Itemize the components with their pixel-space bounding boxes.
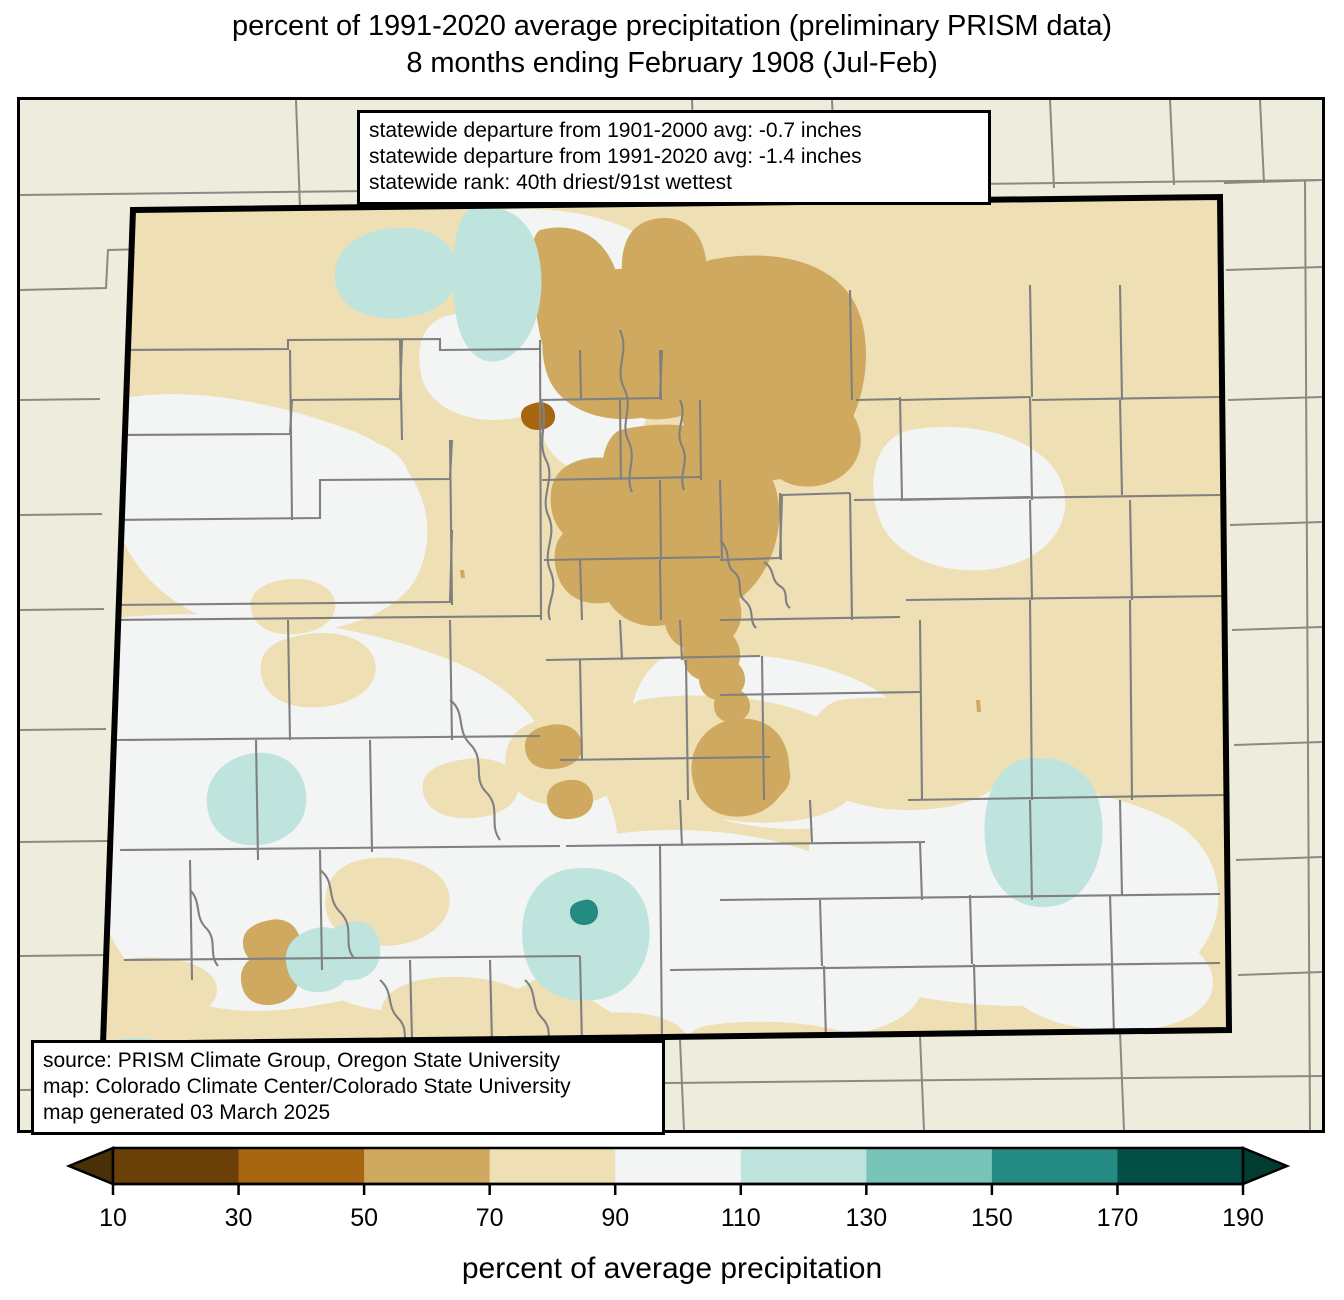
colorbar-band [1117,1148,1244,1184]
colorbar-band [615,1148,742,1184]
colorbar-ticks [111,1182,1245,1195]
colorbar-tick-labels: 10 30 50 70 90 110 130 150 170 190 [99,1204,1264,1232]
colorbar-svg: 10 30 50 70 90 110 130 150 170 190 [65,1146,1291,1232]
stats-departure-1901-2000: statewide departure from 1901-2000 avg: … [369,119,862,142]
colorado-precipitation-map [20,100,1322,1130]
stats-departure-1991-2020: statewide departure from 1991-2020 avg: … [369,145,862,168]
colorbar-tick-label: 150 [971,1204,1013,1232]
colorbar-band [113,1148,240,1184]
stats-rank: statewide rank: 40th driest/91st wettest [369,171,733,194]
colorbar-tick-label: 90 [601,1204,629,1232]
colorbar-tick-label: 110 [721,1204,761,1232]
colorbar-tick-label: 30 [225,1204,253,1232]
statewide-stats-box: statewide departure from 1901-2000 avg: … [357,110,991,205]
colorbar-segments [65,1146,1291,1186]
colorbar-tick-label: 130 [845,1204,887,1232]
colorbar-extend-low [65,1146,115,1186]
title-line-1: percent of 1991-2020 average precipitati… [232,10,1112,42]
colorbar-band [489,1148,616,1184]
colorbar-band [364,1148,491,1184]
colorbar-tick-label: 10 [99,1204,127,1232]
colorbar-band [866,1148,993,1184]
page-title: percent of 1991-2020 average precipitati… [0,8,1344,82]
colorbar-tick-label: 50 [350,1204,378,1232]
colorbar-tick-label: 170 [1097,1204,1139,1232]
map-generated-line: map generated 03 March 2025 [43,1101,331,1124]
title-line-2: 8 months ending February 1908 (Jul-Feb) [406,47,938,79]
colorbar-tick-label: 70 [476,1204,504,1232]
source-credits-box: source: PRISM Climate Group, Oregon Stat… [31,1040,665,1135]
colorbar-band [991,1148,1119,1184]
colorbar-extend-high [1241,1146,1291,1186]
precip-field [103,197,1229,1044]
colorbar-band [238,1148,365,1184]
map-frame [17,97,1325,1133]
colorbar-band [740,1148,867,1184]
map-credit-line: map: Colorado Climate Center/Colorado St… [43,1075,571,1098]
colorbar-axis-label: percent of average precipitation [461,1252,883,1285]
colorbar-tick-label: 190 [1222,1204,1264,1232]
colorbar: 10 30 50 70 90 110 130 150 170 190 [0,1140,1344,1300]
source-line: source: PRISM Climate Group, Oregon Stat… [43,1049,561,1072]
